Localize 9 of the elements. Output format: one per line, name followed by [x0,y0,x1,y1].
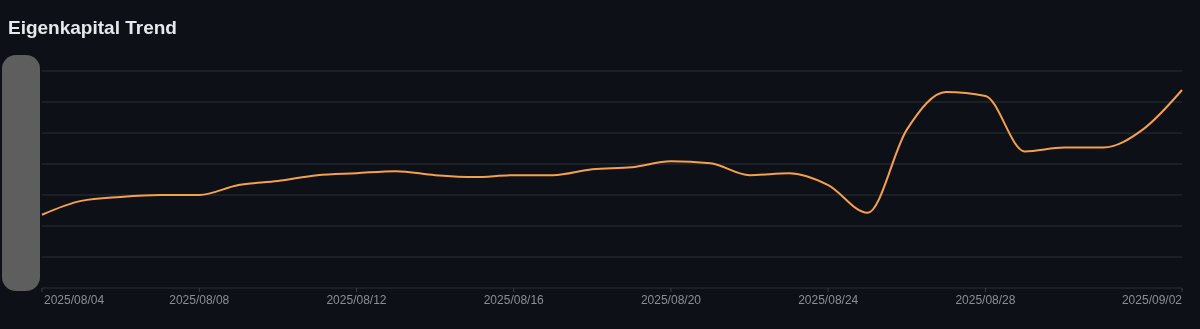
x-tick-label: 2025/09/02 [1121,293,1183,307]
x-tick-label: 2025/08/16 [483,293,545,307]
x-tick-label: 2025/08/04 [44,293,105,307]
x-tick-label: 2025/08/24 [798,293,859,307]
chart-title: Eigenkapital Trend [8,17,177,38]
x-tick-label: 2025/08/20 [640,293,702,307]
x-tick-label: 2025/08/12 [326,293,387,307]
x-tick-label: 2025/08/28 [955,293,1016,307]
x-tick-label: 2025/08/08 [169,293,230,307]
